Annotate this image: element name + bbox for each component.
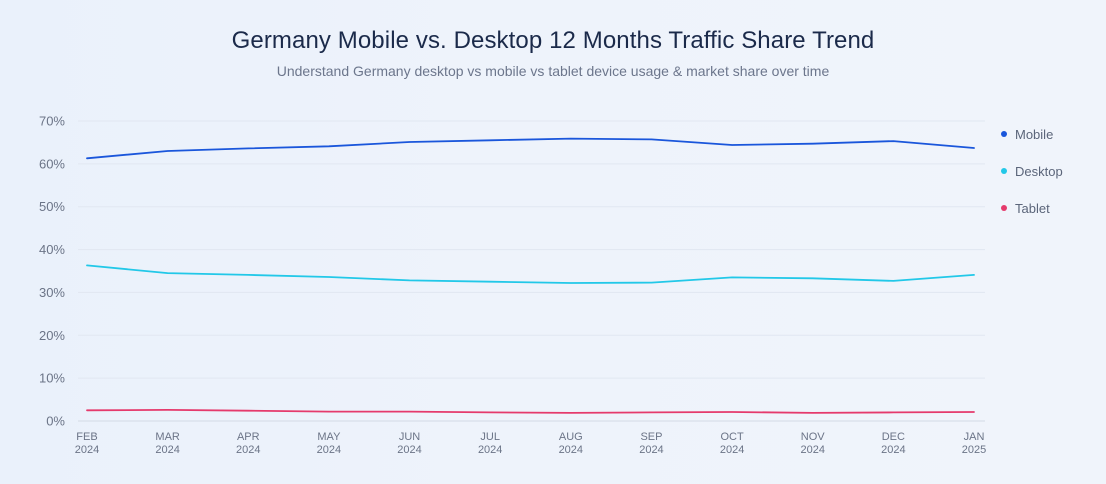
- y-tick-label: 40%: [39, 242, 65, 257]
- y-tick-label: 50%: [39, 199, 65, 214]
- gridlines: [78, 120, 985, 422]
- legend-label-mobile: Mobile: [1015, 126, 1054, 142]
- x-tick-label: MAR 2024: [155, 431, 180, 456]
- x-tick-label: DEC 2024: [881, 431, 905, 456]
- x-tick-label: MAY 2024: [317, 431, 341, 456]
- x-tick-label: OCT 2024: [720, 431, 744, 456]
- chart-legend: Mobile Desktop Tablet: [1001, 126, 1063, 237]
- y-tick-label: 10%: [39, 371, 65, 386]
- x-tick-label: AUG 2024: [559, 431, 583, 456]
- y-tick-label: 20%: [39, 328, 65, 343]
- series-line-tablet[interactable]: [86, 409, 975, 414]
- legend-item-desktop[interactable]: Desktop: [1001, 163, 1063, 179]
- y-tick-label: 30%: [39, 285, 65, 300]
- x-tick-label: JUL 2024: [478, 431, 502, 456]
- y-tick-label: 60%: [39, 156, 65, 171]
- y-tick-label: 0%: [46, 414, 65, 429]
- x-tick-label: SEP 2024: [639, 431, 663, 456]
- y-tick-label: 70%: [39, 114, 65, 129]
- chart-title: Germany Mobile vs. Desktop 12 Months Tra…: [231, 27, 875, 54]
- desktop-dot-icon: [1001, 168, 1007, 174]
- x-tick-label: JAN 2025: [962, 431, 986, 456]
- series-lines: [86, 137, 975, 414]
- mobile-dot-icon: [1001, 131, 1007, 137]
- legend-item-tablet[interactable]: Tablet: [1001, 200, 1063, 216]
- series-line-desktop[interactable]: [86, 264, 975, 284]
- legend-label-tablet: Tablet: [1015, 200, 1050, 216]
- x-tick-label: APR 2024: [236, 431, 260, 456]
- legend-label-desktop: Desktop: [1015, 163, 1063, 179]
- series-line-mobile[interactable]: [86, 137, 975, 160]
- x-axis: FEB 2024 MAR 2024 APR 2024 MAY 2024 JUN 2024 JUL 20…: [75, 431, 986, 456]
- chart-subtitle: Understand Germany desktop vs mobile vs …: [276, 63, 830, 79]
- y-axis: 0% 10% 20% 30% 40% 50% 60% 70%: [39, 114, 65, 429]
- x-tick-label: FEB 2024: [75, 431, 99, 456]
- x-tick-label: NOV 2024: [800, 431, 825, 456]
- tablet-dot-icon: [1001, 205, 1007, 211]
- legend-item-mobile[interactable]: Mobile: [1001, 126, 1063, 142]
- x-tick-label: JUN 2024: [397, 431, 421, 456]
